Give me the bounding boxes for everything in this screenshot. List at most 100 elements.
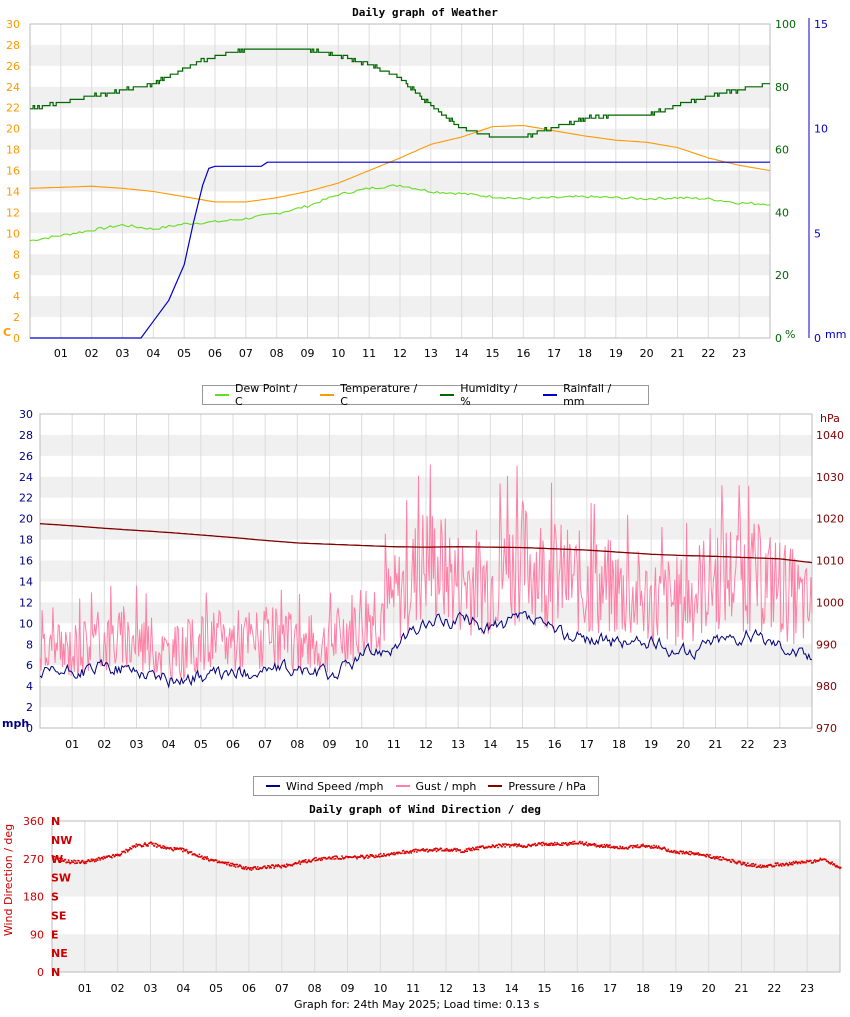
- direction-point: [212, 859, 214, 861]
- direction-point: [685, 850, 688, 853]
- direction-point: [465, 848, 468, 850]
- direction-point: [594, 844, 596, 847]
- direction-point: [713, 858, 716, 860]
- direction-point: [254, 866, 257, 868]
- direction-point: [642, 843, 644, 846]
- direction-point: [223, 862, 226, 865]
- speed-axis-tick: 12: [19, 596, 33, 609]
- direction-point: [761, 866, 763, 868]
- direction-point: [773, 865, 776, 868]
- direction-point: [440, 847, 443, 850]
- temp-axis-tick: 10: [6, 227, 20, 240]
- direction-point: [799, 862, 802, 865]
- pressure-axis-tick: 1020: [816, 513, 844, 526]
- direction-point: [654, 846, 657, 848]
- direction-point: [750, 865, 752, 867]
- direction-point: [361, 854, 364, 857]
- direction-point: [448, 849, 450, 851]
- direction-point: [236, 863, 238, 866]
- direction-point: [101, 856, 104, 859]
- legend-item-temperature: Temperature / C: [320, 382, 428, 408]
- direction-axis-tick: 270: [23, 853, 44, 866]
- speed-axis-tick: 2: [26, 701, 33, 714]
- direction-point: [170, 847, 172, 849]
- pressure-axis-tick: 1040: [816, 429, 844, 442]
- direction-point: [795, 861, 798, 864]
- direction-point: [252, 868, 254, 870]
- weather-xtick: 20: [640, 347, 654, 360]
- direction-point: [84, 860, 86, 863]
- direction-point: [322, 857, 324, 859]
- direction-point: [110, 856, 112, 858]
- direction-point: [606, 846, 609, 848]
- direction-point: [388, 854, 391, 857]
- wind-xtick: 02: [97, 738, 111, 751]
- direction-point: [307, 860, 309, 863]
- direction-point: [226, 863, 228, 866]
- weather-xtick: 01: [54, 347, 68, 360]
- direction-xtick: 02: [111, 982, 125, 995]
- direction-xtick: 12: [439, 982, 453, 995]
- direction-point: [225, 862, 227, 864]
- direction-point: [840, 866, 842, 869]
- direction-point: [360, 854, 362, 857]
- direction-point: [589, 843, 591, 845]
- direction-point: [515, 843, 517, 845]
- humidity-line: [30, 48, 770, 138]
- legend-swatch-rainfall: [543, 394, 558, 396]
- direction-point: [197, 856, 200, 858]
- direction-point: [603, 843, 606, 846]
- direction-point: [618, 847, 621, 850]
- direction-point: [464, 850, 467, 853]
- speed-axis-tick: 6: [26, 659, 33, 672]
- direction-point: [285, 866, 287, 868]
- direction-point: [765, 866, 767, 868]
- direction-point: [775, 864, 777, 867]
- direction-point: [570, 842, 573, 844]
- legend-item-gust: Gust / mph: [395, 780, 476, 793]
- speed-axis-tick: 30: [19, 408, 33, 421]
- direction-point: [120, 853, 123, 855]
- direction-point: [100, 857, 102, 860]
- direction-point: [598, 846, 601, 848]
- direction-point: [234, 863, 236, 866]
- direction-point: [749, 864, 751, 866]
- direction-point: [203, 858, 205, 860]
- direction-axis-tick: 180: [23, 891, 44, 904]
- rain-axis-tick: 5: [814, 227, 821, 240]
- direction-point: [631, 844, 633, 847]
- speed-axis-tick: 10: [19, 617, 33, 630]
- direction-point: [89, 860, 92, 863]
- direction-xtick: 11: [406, 982, 420, 995]
- direction-point: [251, 867, 253, 869]
- direction-point: [468, 848, 471, 851]
- direction-point: [390, 853, 392, 855]
- direction-point: [116, 853, 119, 856]
- humidity-axis-tick: 40: [775, 206, 789, 219]
- direction-point: [634, 846, 636, 848]
- direction-point: [301, 860, 304, 862]
- direction-chart-title: Daily graph of Wind Direction / deg: [309, 803, 541, 816]
- direction-point: [286, 865, 289, 867]
- direction-point: [321, 858, 324, 861]
- speed-axis-tick: 0: [26, 722, 33, 735]
- direction-point: [595, 845, 598, 848]
- direction-point: [743, 863, 745, 865]
- direction-point: [572, 841, 574, 843]
- wind-xtick: 23: [773, 738, 787, 751]
- direction-point: [708, 856, 710, 858]
- direction-point: [83, 862, 86, 865]
- direction-point: [770, 864, 773, 867]
- humidity-axis-tick: 20: [775, 269, 789, 282]
- direction-point: [422, 848, 424, 850]
- direction-point: [628, 846, 631, 849]
- direction-point: [442, 849, 445, 852]
- legend-swatch-temperature: [320, 394, 335, 396]
- temperature-line: [29, 124, 771, 203]
- direction-point: [663, 846, 666, 849]
- direction-point: [606, 843, 608, 846]
- direction-point: [469, 849, 472, 852]
- direction-point: [539, 843, 542, 845]
- direction-point: [541, 844, 543, 847]
- direction-point: [382, 855, 384, 857]
